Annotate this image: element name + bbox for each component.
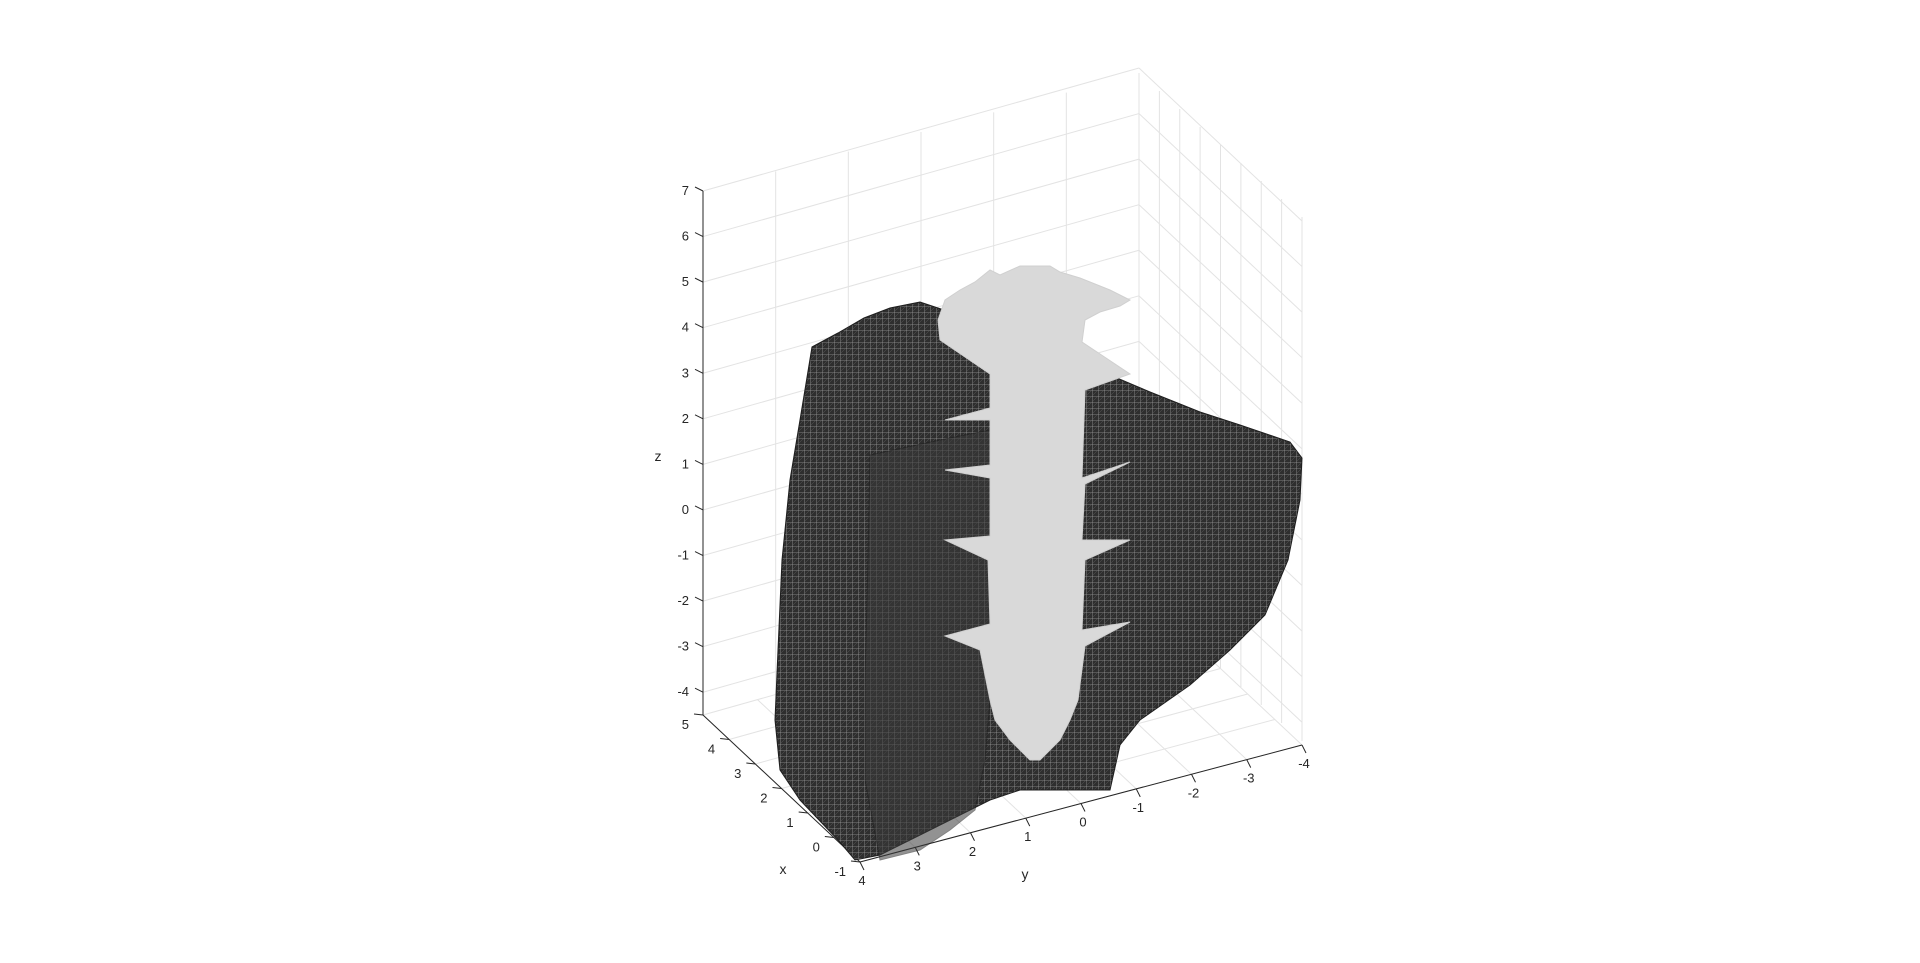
- grid-line-z: [1138, 113, 1303, 267]
- z-tick-label: -4: [677, 684, 689, 699]
- z-tick: [694, 687, 704, 693]
- z-tick: [694, 368, 704, 374]
- z-tick-label: 2: [682, 411, 689, 426]
- z-tick-label: 0: [682, 502, 689, 517]
- y-tick-label: 1: [1024, 829, 1031, 844]
- y-tick-label: 4: [858, 873, 865, 888]
- grid-line-z: [702, 204, 1140, 329]
- z-tick-label: -2: [677, 593, 689, 608]
- y-tick: [1246, 759, 1252, 768]
- z-tick: [694, 414, 704, 420]
- z-tick-label: 5: [682, 274, 689, 289]
- z-tick-label: -3: [677, 639, 689, 654]
- z-tick-label: 3: [682, 365, 689, 380]
- solid-section: [937, 265, 1132, 761]
- y-tick: [1025, 817, 1031, 827]
- x-tick: [720, 738, 730, 740]
- tick-labels: 7 6 5 4 3 2 1 0 -1 -2 -3 -4 5 4 3 2 1 0 -1 4 3 2 1 0 -1 -2 -3 -4: [677, 183, 1309, 888]
- grid-line-z: [1138, 158, 1303, 313]
- y-tick-label: -1: [1132, 800, 1144, 815]
- z-tick-label: -1: [677, 548, 689, 563]
- y-tick-label: 3: [914, 858, 921, 873]
- x-tick-label: 1: [786, 815, 793, 830]
- z-tick: [694, 232, 704, 238]
- y-tick: [1301, 744, 1307, 754]
- x-tick-label: 0: [813, 840, 820, 855]
- x-tick-label: 4: [708, 742, 715, 757]
- z-tick: [694, 642, 704, 648]
- grid-line-z: [702, 67, 1140, 192]
- y-tick-label: 2: [969, 844, 976, 859]
- grid-line-z: [1138, 249, 1303, 404]
- y-tick-label: -3: [1243, 771, 1255, 786]
- axes: [693, 186, 1307, 871]
- x-tick: [798, 811, 808, 814]
- z-tick: [694, 186, 704, 192]
- grid-line-z: [1138, 67, 1303, 222]
- z-tick: [694, 551, 704, 556]
- x-tick-label: 3: [734, 766, 741, 781]
- z-tick: [694, 323, 704, 329]
- grid-line-z: [1138, 295, 1303, 450]
- z-tick-label: 6: [682, 229, 689, 244]
- z-tick: [694, 459, 704, 465]
- y-tick: [1191, 774, 1196, 783]
- y-tick: [970, 832, 975, 841]
- grid-line-z: [702, 113, 1140, 238]
- y-tick-label: -2: [1188, 785, 1200, 800]
- grid-line-z: [702, 158, 1140, 283]
- z-tick: [694, 277, 704, 283]
- z-axis-label: z: [655, 448, 662, 464]
- x-tick-label: 2: [760, 791, 767, 806]
- z-tick: [694, 505, 704, 511]
- z-tick: [694, 596, 704, 602]
- y-tick-label: -4: [1298, 756, 1310, 771]
- y-tick: [1080, 803, 1086, 812]
- y-tick-label: 0: [1079, 815, 1086, 830]
- y-axis-label: y: [1022, 866, 1029, 882]
- y-tick: [1135, 788, 1141, 798]
- x-tick: [746, 762, 756, 765]
- x-tick-label: 5: [682, 717, 689, 732]
- x-tick-label: -1: [834, 864, 846, 879]
- x-tick: [693, 713, 704, 716]
- x-tick: [772, 787, 782, 789]
- x-tick: [850, 860, 861, 863]
- grid-line-z: [1138, 204, 1303, 359]
- x-axis-label: x: [780, 861, 787, 877]
- z-tick-label: 1: [682, 456, 689, 471]
- z-tick-label: 7: [682, 183, 689, 198]
- x-tick: [824, 836, 834, 838]
- solid-section-shape: [937, 265, 1132, 761]
- y-tick: [859, 861, 865, 871]
- z-tick-label: 4: [682, 320, 689, 335]
